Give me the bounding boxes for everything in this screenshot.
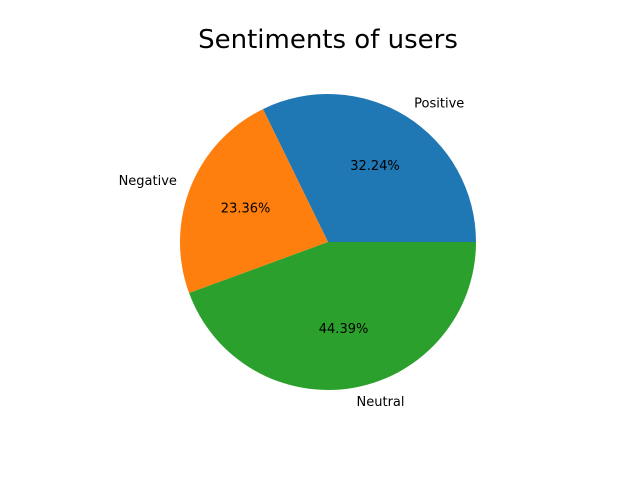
- pie-slice-negative: [179, 109, 328, 294]
- pie-slices: [179, 93, 477, 391]
- slice-label-neutral: Neutral: [357, 395, 405, 410]
- slice-label-positive: Positive: [414, 96, 464, 111]
- pie-labels: Positive 32.24% Negative 23.36% Neutral 44.39…: [119, 96, 465, 409]
- pct-label-positive: 32.24%: [350, 159, 400, 174]
- pie-slice-neutral: [189, 242, 477, 391]
- slice-label-negative: Negative: [119, 174, 177, 189]
- pie-slice-positive: [262, 93, 476, 243]
- pct-label-neutral: 44.39%: [319, 322, 369, 337]
- pct-label-negative: 23.36%: [221, 201, 271, 216]
- chart-title: Sentiments of users: [198, 25, 458, 55]
